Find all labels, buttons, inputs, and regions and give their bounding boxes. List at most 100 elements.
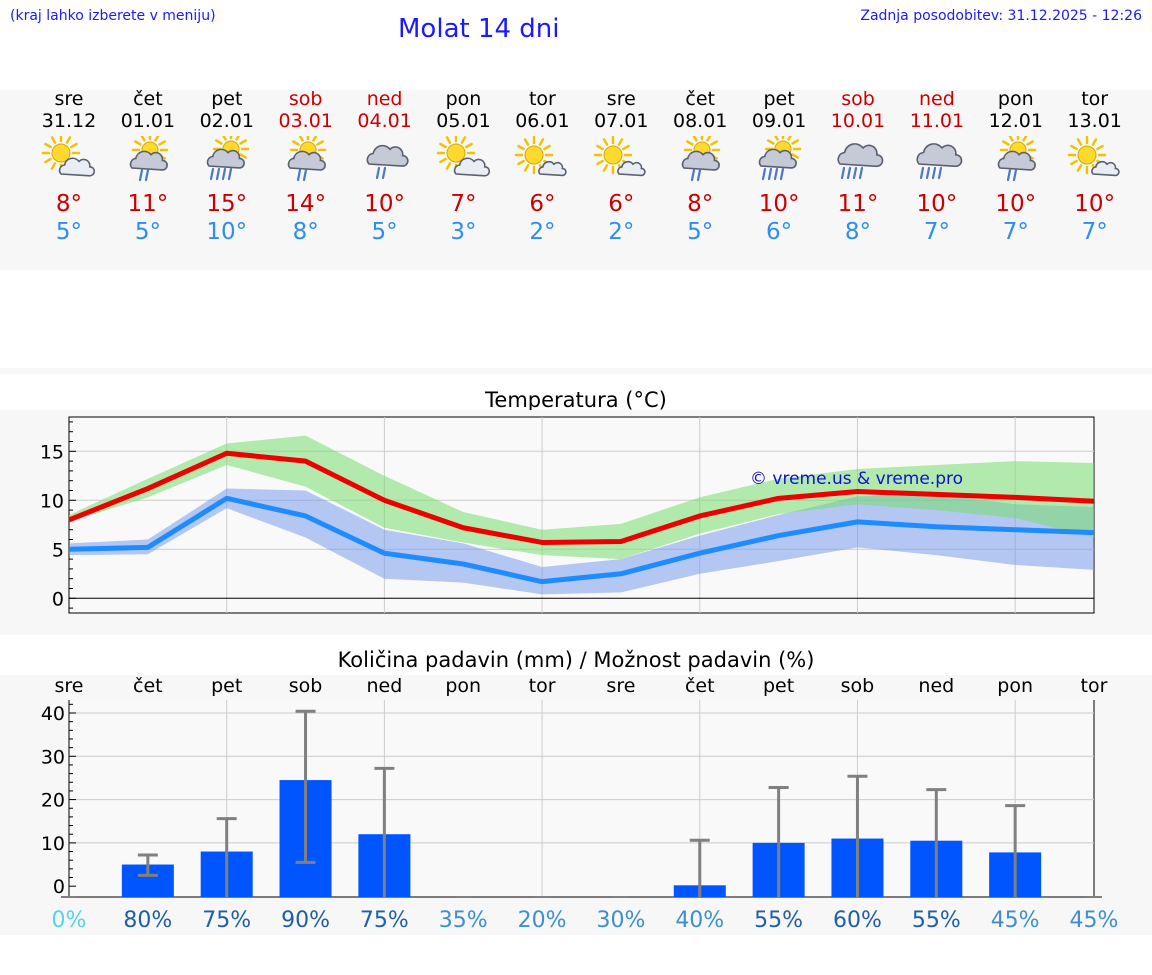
max-temp: 10° [364, 191, 405, 217]
error-bar [216, 817, 237, 897]
day-name: pet [763, 88, 795, 110]
cloud-heavy-rain-icon [916, 143, 963, 180]
min-temp-line [68, 495, 1095, 585]
category-label: čet [685, 675, 715, 697]
day-date: 08.01 [672, 110, 728, 132]
category-label: pon [445, 675, 481, 697]
category-label: sre [55, 675, 84, 697]
min-temp: 7° [1081, 219, 1108, 245]
min-temp: 2° [608, 219, 635, 245]
day-column: ned 04.01 10° 5° [345, 88, 424, 246]
precipitation-probability: 30% [596, 908, 645, 933]
day-name: tor [528, 88, 556, 110]
day-date: 31.12 [41, 110, 97, 132]
day-name: ned [918, 88, 955, 110]
day-column: pon 12.01 10° 7° [976, 88, 1055, 246]
day-column: ned 11.01 10° 7° [897, 88, 976, 246]
day-column: čet 01.01 11° 5° [108, 88, 187, 246]
day-date: 10.01 [830, 110, 886, 132]
error-bar [768, 785, 789, 897]
location-hint: (kraj lahko izberete v meniju) [10, 8, 216, 24]
max-temp: 6° [608, 191, 635, 217]
category-label: pon [997, 675, 1033, 697]
error-bar [374, 766, 395, 897]
day-name: tor [1081, 88, 1109, 110]
day-name: pon [445, 88, 482, 110]
day-column: tor 06.01 6° 2° [503, 88, 582, 246]
day-date: 02.01 [199, 110, 254, 132]
day-date: 03.01 [278, 110, 333, 132]
precipitation-probability: 80% [123, 908, 172, 933]
day-date: 12.01 [988, 110, 1043, 132]
precipitation-probability: 45% [1070, 908, 1119, 933]
forecast-band [0, 90, 1152, 270]
separator [0, 368, 1152, 374]
sun-cloud-icon [41, 136, 96, 177]
max-temp: 10° [995, 191, 1037, 217]
y-tick-label: 20 [41, 790, 65, 812]
y-tick-label: 0 [53, 876, 65, 898]
error-bar [1005, 804, 1026, 897]
day-date: 07.01 [594, 110, 649, 132]
sun-small-cloud-icon [515, 136, 568, 177]
max-temp: 11° [127, 191, 169, 217]
error-bar [847, 774, 868, 897]
temperature-chart: 0 5 10 15 © vreme.us & vreme.pro [40, 416, 1095, 614]
day-name: sob [288, 88, 323, 110]
category-label: tor [529, 675, 556, 697]
category-label: ned [366, 675, 402, 697]
day-column: pet 09.01 10° 6° [740, 88, 819, 246]
y-tick-label: 5 [52, 539, 64, 561]
y-tick-label: 10 [40, 490, 64, 512]
precipitation-probability: 90% [281, 908, 330, 933]
day-date: 13.01 [1067, 110, 1122, 132]
max-temp: 6° [529, 191, 556, 217]
error-bar [295, 709, 316, 864]
min-temp: 5° [134, 219, 161, 245]
day-name: sre [606, 88, 636, 110]
max-temp: 10° [1074, 191, 1116, 217]
max-temp: 8° [687, 191, 714, 217]
precipitation-probability: 35% [439, 908, 488, 933]
day-name: čet [685, 88, 715, 110]
max-temp: 7° [450, 191, 477, 217]
day-column: sob 10.01 11° 8° [819, 88, 898, 246]
max-temp-range-band [69, 435, 1094, 560]
sun-cloud-rain-icon [997, 136, 1037, 182]
y-tick-label: 10 [41, 833, 65, 855]
day-column: čet 08.01 8° 5° [661, 88, 740, 246]
category-label: sre [606, 675, 635, 697]
last-updated: Zadnja posodobitev: 31.12.2025 - 12:26 [860, 8, 1142, 24]
min-temp: 8° [844, 219, 872, 245]
precipitation-chart: 0 10 20 30 40 sre čet pet sob ned pon tor sre čet pet s… [41, 675, 1119, 933]
max-temp: 14° [285, 191, 327, 217]
category-label: ned [918, 675, 954, 697]
day-date: 11.01 [909, 110, 965, 132]
sun-small-cloud-icon [594, 136, 646, 177]
day-date: 06.01 [515, 110, 570, 132]
day-date: 04.01 [357, 110, 412, 132]
max-temp: 11° [837, 191, 879, 217]
error-bar [689, 838, 710, 897]
precipitation-probability: 75% [360, 908, 409, 933]
precipitation-probability: 0% [52, 908, 87, 933]
precipitation-probability: 55% [754, 908, 803, 933]
temperature-chart-title: Temperatura (°C) [485, 388, 667, 412]
min-temp: 7° [923, 219, 950, 245]
max-temp: 15° [206, 191, 248, 217]
category-label: tor [1081, 675, 1108, 697]
category-label: pet [763, 675, 794, 697]
day-column: pon 05.01 7° 3° [424, 88, 503, 246]
day-name: sob [841, 88, 875, 110]
sun-cloud-heavy-rain-icon [758, 136, 802, 181]
error-bar [926, 788, 947, 897]
day-column: sre 07.01 6° 2° [582, 88, 661, 246]
min-temp-range-band [69, 488, 1094, 595]
min-temp: 2° [529, 219, 556, 245]
precipitation-probability: 60% [833, 908, 882, 933]
sun-cloud-heavy-rain-icon [206, 136, 250, 181]
cloud-heavy-rain-icon [837, 143, 884, 180]
sun-cloud-rain-icon [287, 136, 326, 182]
precipitation-probability: 45% [991, 908, 1040, 933]
day-column: sre 31.12 8° 5° [30, 88, 109, 246]
